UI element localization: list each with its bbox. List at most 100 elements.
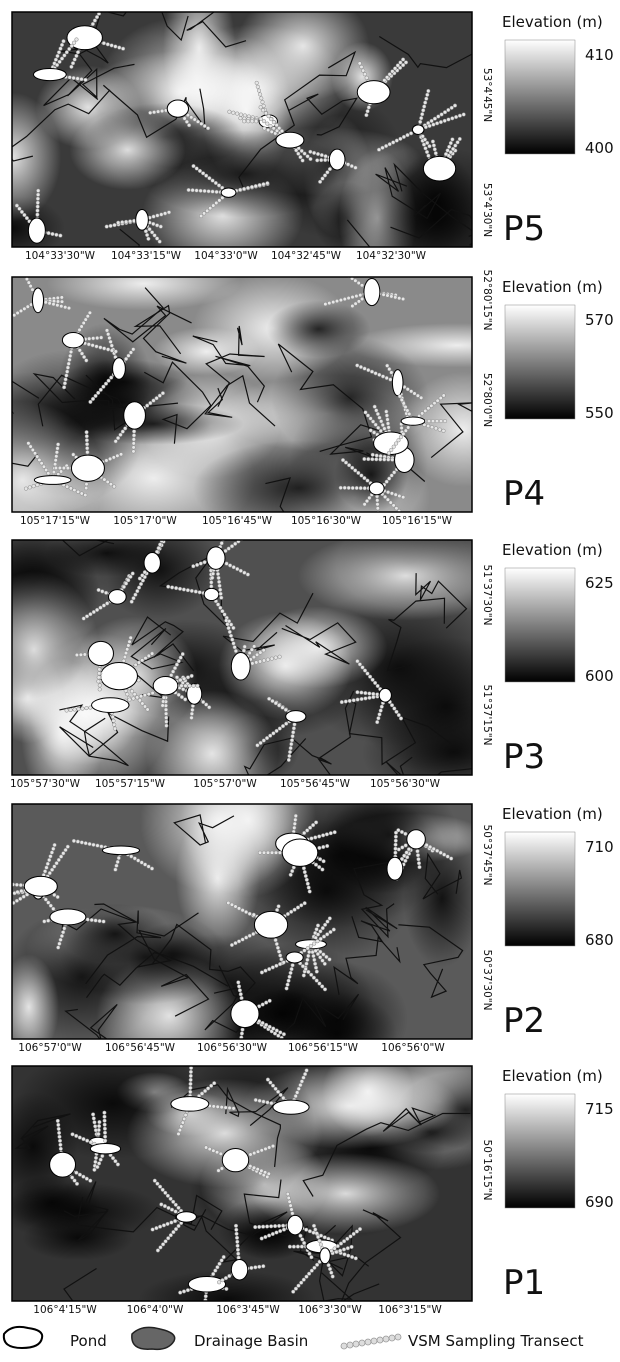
transect-point — [59, 933, 64, 939]
basin-icon — [131, 1326, 176, 1351]
elevation-patch — [12, 92, 62, 222]
basin-boundary — [385, 756, 472, 775]
transect-point — [302, 830, 307, 836]
transect-point — [99, 335, 104, 340]
pond — [230, 652, 251, 681]
transect-point — [155, 1181, 160, 1186]
basin-boundary — [173, 814, 235, 846]
transect-point — [299, 1079, 304, 1084]
transect-point — [53, 465, 58, 471]
transect-point — [429, 403, 434, 408]
x-tick-label: 106°3'30"W — [298, 1304, 362, 1316]
transect-point — [313, 961, 318, 966]
colorbar-title: Elevation (m) — [502, 1067, 603, 1085]
transect-point — [367, 691, 372, 696]
transect-point — [90, 21, 95, 27]
transect-point — [385, 417, 390, 422]
transect-point — [91, 336, 96, 341]
transect-point — [311, 1223, 317, 1228]
transect-point — [236, 906, 242, 911]
transect-point — [146, 692, 151, 697]
transect-point — [393, 295, 398, 300]
transect-point — [59, 304, 64, 309]
transect-point — [299, 148, 304, 153]
transect-point — [389, 370, 394, 375]
basin-boundary — [302, 1112, 471, 1197]
transect-point — [132, 856, 137, 861]
transect-point — [21, 894, 26, 899]
pond — [166, 99, 190, 118]
transect-point — [146, 864, 151, 869]
pond — [272, 1099, 310, 1115]
transect-point — [243, 535, 247, 539]
colorbar-min: 600 — [585, 667, 614, 685]
transect-point — [331, 300, 336, 305]
transect-point — [324, 954, 329, 959]
elevation-patch — [59, 910, 231, 1005]
transect-point — [380, 422, 385, 428]
transect-point — [213, 180, 218, 186]
basin-boundary — [375, 167, 442, 220]
transect-point — [46, 471, 51, 476]
transect-point — [224, 1286, 229, 1291]
colorbar-min: 690 — [585, 1193, 614, 1211]
transect-point — [47, 857, 52, 863]
transect-point — [131, 596, 136, 601]
transect-point — [323, 922, 328, 927]
transect-point — [52, 892, 57, 897]
transect-point — [448, 150, 453, 155]
transect-point — [25, 304, 30, 309]
transect-point — [301, 1075, 306, 1080]
transect-point — [84, 358, 89, 363]
transect-point — [236, 1251, 241, 1256]
transect-point — [253, 184, 258, 189]
transect-point — [188, 1081, 193, 1086]
transect-point — [88, 612, 93, 617]
pond — [230, 1258, 249, 1281]
transect-point — [301, 866, 306, 871]
transect-point — [105, 42, 110, 47]
transect-point — [403, 428, 408, 433]
transect-point — [41, 464, 46, 469]
transect-point — [393, 492, 398, 497]
transect-point — [393, 850, 398, 855]
transect-point — [61, 39, 66, 44]
transect-point — [18, 308, 24, 313]
transect-point — [299, 903, 304, 908]
transect-point — [77, 348, 82, 353]
pond — [27, 217, 46, 244]
transect-point — [356, 280, 361, 286]
transect-point — [108, 339, 113, 344]
transect-point — [368, 416, 373, 421]
transect-point — [270, 1144, 276, 1149]
transect-point — [160, 391, 165, 396]
transect-point — [206, 1086, 211, 1091]
pond — [391, 369, 404, 397]
transect-point — [161, 1223, 166, 1228]
transect-point — [274, 728, 279, 733]
elevation-patch — [22, 1215, 134, 1261]
transect-point — [261, 738, 266, 743]
transect-point — [295, 905, 301, 910]
transect-point — [302, 948, 307, 953]
basin-boundary — [222, 592, 314, 652]
transect-point — [183, 683, 188, 688]
transect-point — [425, 140, 430, 145]
pond — [286, 1214, 304, 1236]
transect-point — [169, 673, 174, 678]
transect-point — [229, 902, 234, 907]
transect-point — [417, 865, 422, 870]
transect-point — [171, 1230, 176, 1235]
transect-point — [270, 698, 275, 704]
transect-point — [88, 1178, 93, 1183]
transect-point — [118, 432, 123, 437]
transect-point — [356, 299, 361, 304]
transect-point — [229, 942, 234, 948]
transect-point — [171, 1199, 176, 1204]
transect-point — [305, 881, 310, 886]
transect-point — [94, 344, 99, 349]
transect-point — [261, 108, 266, 113]
map-panel: 106°57'0"W 106°56'45"W 106°56'30"W 106°56'1… — [11, 803, 614, 1054]
transect-point — [351, 1231, 356, 1236]
transect-point — [36, 192, 41, 197]
